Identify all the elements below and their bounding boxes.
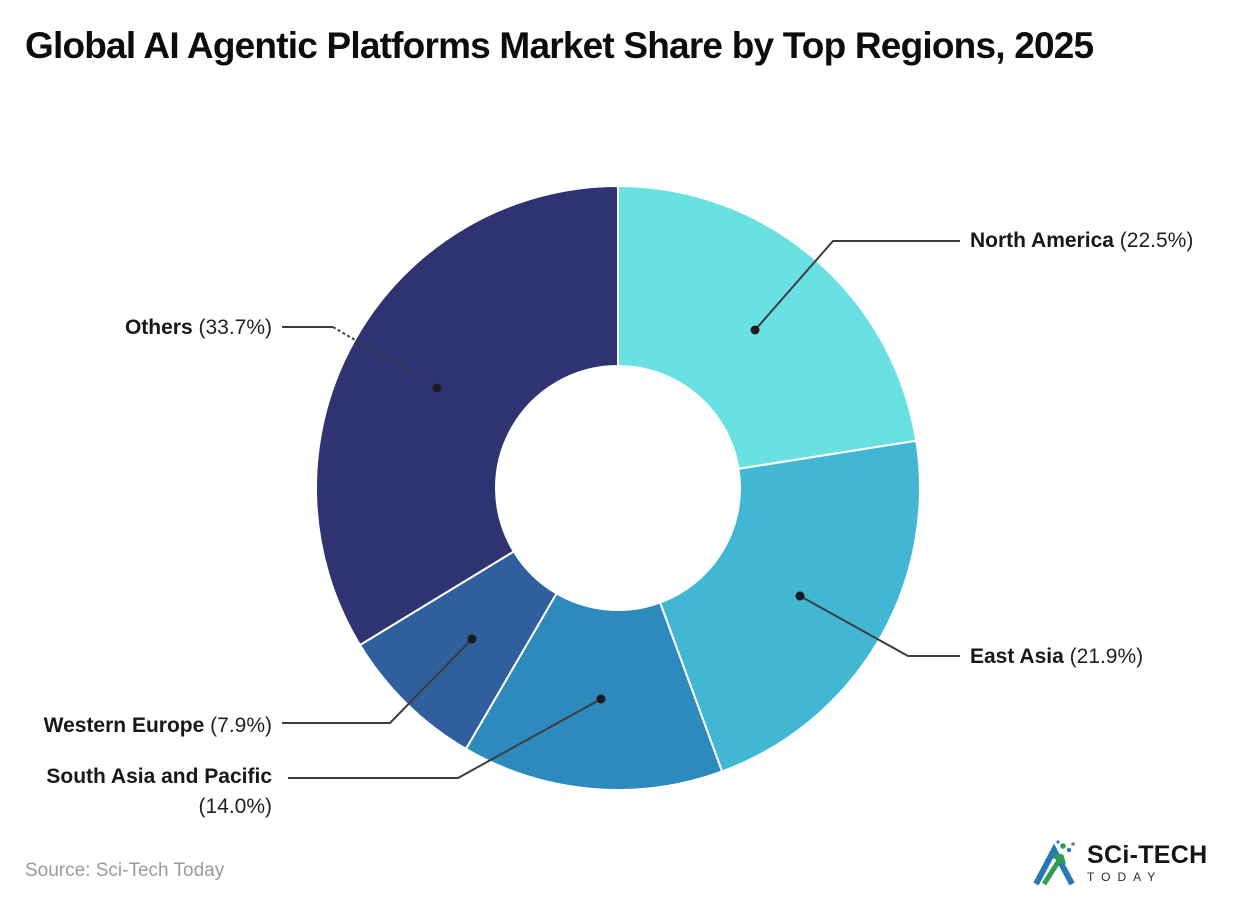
label-north-america: North America (22.5%) [970,227,1230,254]
dot-western-europe [467,634,477,644]
sci-tech-today-logo: SCi-TECH TODAY [1032,839,1207,887]
label-south-asia-pacific-pct: (14.0%) [198,795,272,818]
leader-lines [282,240,960,779]
pie-slice-others [315,185,619,646]
label-others-pct: (33.7%) [198,316,272,339]
logo-text: SCi-TECH TODAY [1087,842,1207,884]
leader-others-diagonal [332,326,438,389]
pie-slice-south-asia-and-pacific [464,592,724,791]
label-east-asia: East Asia (21.9%) [970,643,1230,670]
label-western-europe-name: Western Europe [43,714,205,737]
dot-others [432,383,442,393]
logo-sub-line: TODAY [1087,870,1163,884]
dot-south-asia-pacific [596,694,606,704]
source-note: Source: Sci-Tech Today [25,860,225,881]
label-others: Others (33.7%) [30,314,272,341]
label-western-europe: Western Europe (7.9%) [20,712,272,739]
leader-dots [432,325,805,704]
page-title: Global AI Agentic Platforms Market Share… [25,25,1094,66]
label-east-asia-name: East Asia [970,645,1064,668]
leader-north-america [754,240,960,331]
label-western-europe-pct: (7.9%) [210,714,272,737]
label-others-name: Others [124,316,193,339]
label-south-asia-pacific: South Asia and Pacific (14.0%) [12,762,272,822]
label-east-asia-pct: (21.9%) [1069,645,1144,668]
sci-tech-logo-icon [1033,840,1075,886]
dot-east-asia [795,591,805,601]
dot-north-america [750,325,760,335]
label-north-america-name: North America [970,229,1114,252]
pie-slice-east-asia [659,439,921,773]
label-south-asia-pacific-name: South Asia and Pacific [46,765,272,788]
logo-brand-line: SCi-TECH [1087,841,1208,869]
leader-western-europe [282,638,473,724]
label-north-america-pct: (22.5%) [1119,229,1194,252]
donut-slices [315,185,921,791]
pie-slice-north-america [617,185,918,470]
leader-east-asia [799,595,960,657]
leader-south-asia-pacific [288,698,602,779]
